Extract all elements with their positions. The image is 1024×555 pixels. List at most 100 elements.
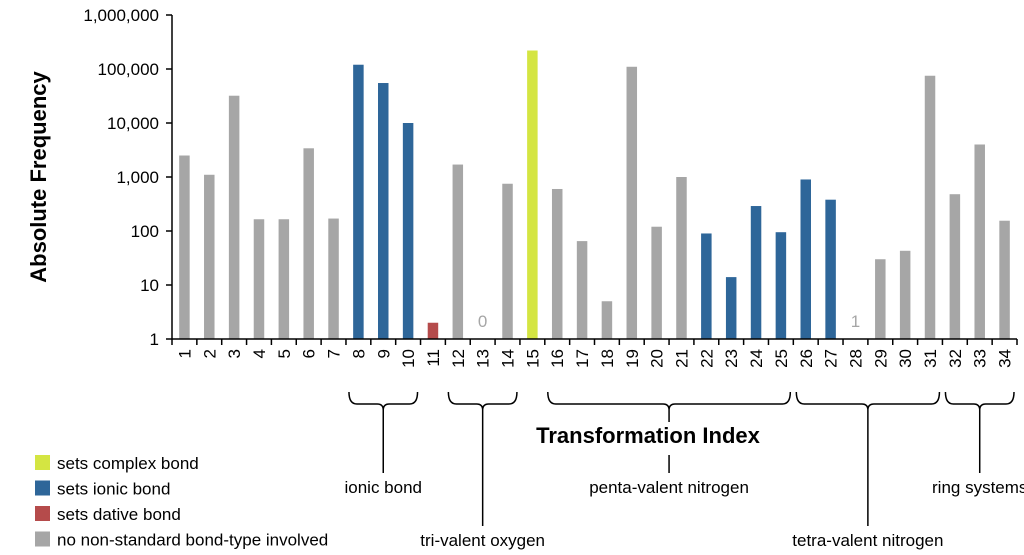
x-tick-label: 24: [747, 349, 766, 368]
x-tick-label: 16: [548, 349, 567, 368]
bar: [626, 66, 638, 339]
bar: [576, 241, 588, 339]
group-bracket: [944, 391, 1015, 411]
group-label: ionic bond: [344, 478, 422, 497]
x-tick-label: 23: [722, 349, 741, 368]
bar: [402, 123, 414, 339]
group-label: penta-valent nitrogen: [589, 478, 749, 497]
value-label: 1: [851, 312, 860, 331]
bar: [775, 232, 787, 339]
group-bracket: [795, 391, 941, 411]
bar: [204, 174, 215, 339]
bar: [725, 277, 737, 339]
bar: [899, 250, 911, 339]
group-bracket: [547, 391, 792, 411]
x-axis: 1 2 3 4 5 6 7 8 9 10 11 12 13 14 15 16 17 18 19 20 21 22 23 24 2…: [171, 338, 1018, 368]
y-tick-label: 100: [131, 222, 159, 241]
x-tick-label: 11: [424, 349, 443, 367]
legend-label: sets ionic bond: [57, 480, 170, 499]
x-tick-label: 19: [623, 349, 642, 368]
x-tick-label: 21: [672, 349, 691, 368]
x-tick-label: 9: [374, 349, 393, 358]
bar: [949, 194, 961, 339]
x-tick-label: 13: [474, 349, 493, 368]
bar: [427, 322, 439, 339]
group-label: ring systems: [932, 478, 1024, 497]
bar: [701, 233, 712, 339]
x-tick-label: 34: [996, 349, 1015, 368]
x-tick-label: 2: [200, 349, 219, 358]
x-tick-label: 32: [946, 349, 965, 368]
bar: [328, 218, 339, 339]
y-axis-title: Absolute Frequency: [26, 70, 51, 282]
y-tick-label: 10: [140, 276, 159, 295]
bar: [551, 188, 563, 339]
y-tick-label: 1: [150, 330, 159, 349]
x-tick-label: 3: [225, 349, 244, 358]
legend-swatch: [35, 455, 50, 470]
y-axis: 1 10 100 1,000 10,000 100,000 1,000,000: [83, 6, 173, 349]
x-tick-label: 18: [598, 349, 617, 368]
bar: [999, 220, 1010, 339]
x-tick-label: 5: [275, 349, 294, 358]
legend-swatch: [35, 480, 50, 496]
legend-label: no non-standard bond-type involved: [57, 531, 328, 550]
x-tick-label: 30: [896, 349, 915, 368]
bar: [601, 301, 613, 339]
legend-swatch: [35, 531, 50, 547]
bar: [974, 144, 985, 339]
x-tick-label: 14: [499, 349, 518, 368]
bar: [303, 148, 314, 339]
group-label: tri-valent oxygen: [420, 531, 545, 550]
x-tick-label: 20: [648, 349, 667, 368]
bar: [924, 75, 936, 339]
x-tick-label: 26: [797, 349, 816, 368]
x-tick-label: 22: [697, 349, 716, 368]
x-tick-label: 1: [175, 349, 194, 358]
x-tick-label: 6: [300, 349, 319, 358]
x-tick-label: 25: [772, 349, 791, 368]
y-tick-label: 1,000: [116, 168, 159, 187]
x-tick-label: 28: [846, 349, 865, 368]
y-tick-label: 10,000: [107, 114, 159, 133]
legend: sets complex bond sets ionic bond sets dat…: [35, 454, 328, 550]
legend-label: sets dative bond: [57, 505, 181, 524]
x-tick-label: 4: [250, 349, 269, 358]
bar: [502, 183, 513, 339]
bar: [676, 177, 687, 339]
x-tick-label: 8: [349, 349, 368, 358]
group-bracket: [447, 391, 518, 411]
bar: [750, 206, 762, 339]
y-tick-label: 100,000: [98, 60, 159, 79]
legend-label: sets complex bond: [57, 454, 199, 473]
bar: [179, 155, 190, 339]
bar: [378, 83, 389, 339]
group-bracket: [348, 391, 419, 411]
x-tick-label: 7: [325, 349, 344, 358]
legend-swatch: [35, 506, 50, 521]
x-tick-label: 17: [573, 349, 592, 368]
bar: [228, 95, 240, 340]
bar: [800, 179, 811, 339]
bar: [825, 199, 836, 339]
x-tick-label: 10: [399, 349, 418, 368]
group-label: tetra-valent nitrogen: [792, 531, 943, 550]
value-label: 0: [478, 312, 487, 331]
y-tick-label: 1,000,000: [83, 6, 159, 25]
bar: [278, 219, 290, 339]
x-tick-label: 12: [449, 349, 468, 368]
x-tick-label: 29: [871, 349, 890, 368]
bar: [875, 259, 886, 339]
x-axis-title: Transformation Index: [536, 423, 760, 448]
x-tick-label: 33: [971, 349, 990, 368]
x-tick-label: 27: [822, 349, 841, 368]
bar: [452, 164, 464, 339]
x-tick-label: 15: [523, 349, 542, 368]
bar: [253, 219, 265, 339]
bar: [353, 64, 364, 339]
bar: [527, 50, 538, 339]
x-tick-label: 31: [921, 349, 940, 368]
bar: [651, 226, 662, 339]
